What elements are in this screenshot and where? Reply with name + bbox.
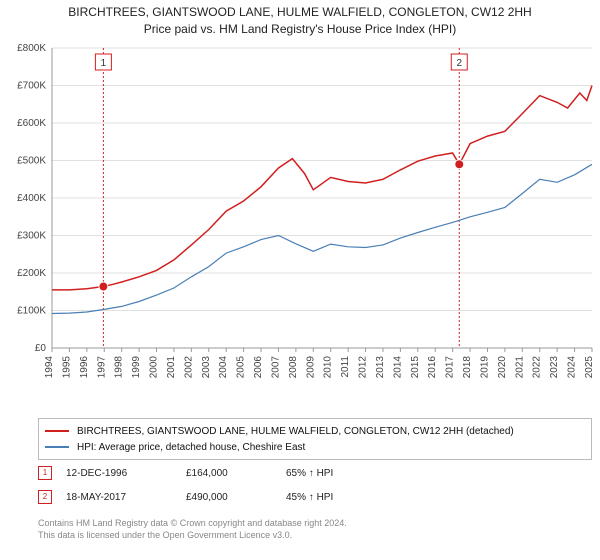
svg-text:2023: 2023 <box>549 355 560 378</box>
legend-label-hpi: HPI: Average price, detached house, Ches… <box>77 442 305 453</box>
svg-text:2019: 2019 <box>479 355 490 378</box>
legend-swatch-property <box>45 430 69 432</box>
svg-text:2022: 2022 <box>532 355 543 378</box>
series-hpi <box>52 164 592 313</box>
svg-text:2015: 2015 <box>410 355 421 378</box>
sale-hpi-2: 45% ↑ HPI <box>286 492 406 503</box>
svg-text:£300K: £300K <box>17 230 46 241</box>
svg-text:1997: 1997 <box>96 355 107 378</box>
sale-date-2: 18-MAY-2017 <box>66 492 186 503</box>
footer-line-2: This data is licensed under the Open Gov… <box>38 530 592 542</box>
svg-text:2012: 2012 <box>358 355 369 378</box>
svg-text:2013: 2013 <box>375 355 386 378</box>
legend-label-property: BIRCHTREES, GIANTSWOOD LANE, HULME WALFI… <box>77 426 514 437</box>
footer-line-1: Contains HM Land Registry data © Crown c… <box>38 518 592 530</box>
legend-swatch-hpi <box>45 446 69 448</box>
svg-text:2004: 2004 <box>218 355 229 378</box>
svg-text:1995: 1995 <box>61 355 72 378</box>
legend: BIRCHTREES, GIANTSWOOD LANE, HULME WALFI… <box>38 418 592 460</box>
svg-text:1: 1 <box>101 58 107 69</box>
svg-text:2014: 2014 <box>392 355 403 378</box>
svg-text:£500K: £500K <box>17 155 46 166</box>
sale-price-1: £164,000 <box>186 468 286 479</box>
svg-text:2003: 2003 <box>201 355 212 378</box>
svg-text:2024: 2024 <box>567 355 578 378</box>
sale-date-1: 12-DEC-1996 <box>66 468 186 479</box>
svg-text:2001: 2001 <box>166 355 177 378</box>
legend-row-hpi: HPI: Average price, detached house, Ches… <box>45 439 585 455</box>
svg-text:1998: 1998 <box>114 355 125 378</box>
svg-text:2020: 2020 <box>497 355 508 378</box>
svg-text:£100K: £100K <box>17 305 46 316</box>
svg-text:1999: 1999 <box>131 355 142 378</box>
svg-text:£700K: £700K <box>17 80 46 91</box>
svg-text:£400K: £400K <box>17 193 46 204</box>
svg-text:2009: 2009 <box>305 355 316 378</box>
series-property <box>52 85 592 289</box>
title-line-1: BIRCHTREES, GIANTSWOOD LANE, HULME WALFI… <box>0 4 600 21</box>
svg-text:2007: 2007 <box>270 355 281 378</box>
svg-text:2011: 2011 <box>340 355 351 377</box>
svg-text:1996: 1996 <box>79 355 90 378</box>
price-chart: £0 £100K £200K £300K £400K £500K £600K £700K £80… <box>0 40 600 410</box>
sale-hpi-1: 65% ↑ HPI <box>286 468 406 479</box>
sale-marker-1: 1 <box>38 466 52 480</box>
svg-text:2016: 2016 <box>427 355 438 378</box>
svg-text:2018: 2018 <box>462 355 473 378</box>
svg-text:2021: 2021 <box>514 355 525 378</box>
legend-row-property: BIRCHTREES, GIANTSWOOD LANE, HULME WALFI… <box>45 423 585 439</box>
svg-text:£600K: £600K <box>17 118 46 129</box>
svg-text:2005: 2005 <box>236 355 247 378</box>
svg-text:2008: 2008 <box>288 355 299 378</box>
svg-text:£0: £0 <box>35 343 47 354</box>
svg-text:2006: 2006 <box>253 355 264 378</box>
chart-svg: £0 £100K £200K £300K £400K £500K £600K £700K £80… <box>0 40 600 410</box>
sale-price-2: £490,000 <box>186 492 286 503</box>
svg-text:1994: 1994 <box>44 355 55 378</box>
sale-row-2: 2 18-MAY-2017 £490,000 45% ↑ HPI <box>38 490 592 504</box>
svg-text:2000: 2000 <box>149 355 160 378</box>
sale-marker-2: 2 <box>38 490 52 504</box>
svg-text:£800K: £800K <box>17 43 46 54</box>
svg-text:£200K: £200K <box>17 268 46 279</box>
svg-text:2017: 2017 <box>445 355 456 378</box>
svg-text:2: 2 <box>456 58 462 69</box>
title-block: BIRCHTREES, GIANTSWOOD LANE, HULME WALFI… <box>0 0 600 40</box>
sale-row-1: 1 12-DEC-1996 £164,000 65% ↑ HPI <box>38 466 592 480</box>
svg-text:2010: 2010 <box>323 355 334 378</box>
footer: Contains HM Land Registry data © Crown c… <box>38 518 592 541</box>
svg-text:2002: 2002 <box>183 355 194 378</box>
title-line-2: Price paid vs. HM Land Registry's House … <box>0 21 600 38</box>
svg-text:2025: 2025 <box>584 355 595 378</box>
